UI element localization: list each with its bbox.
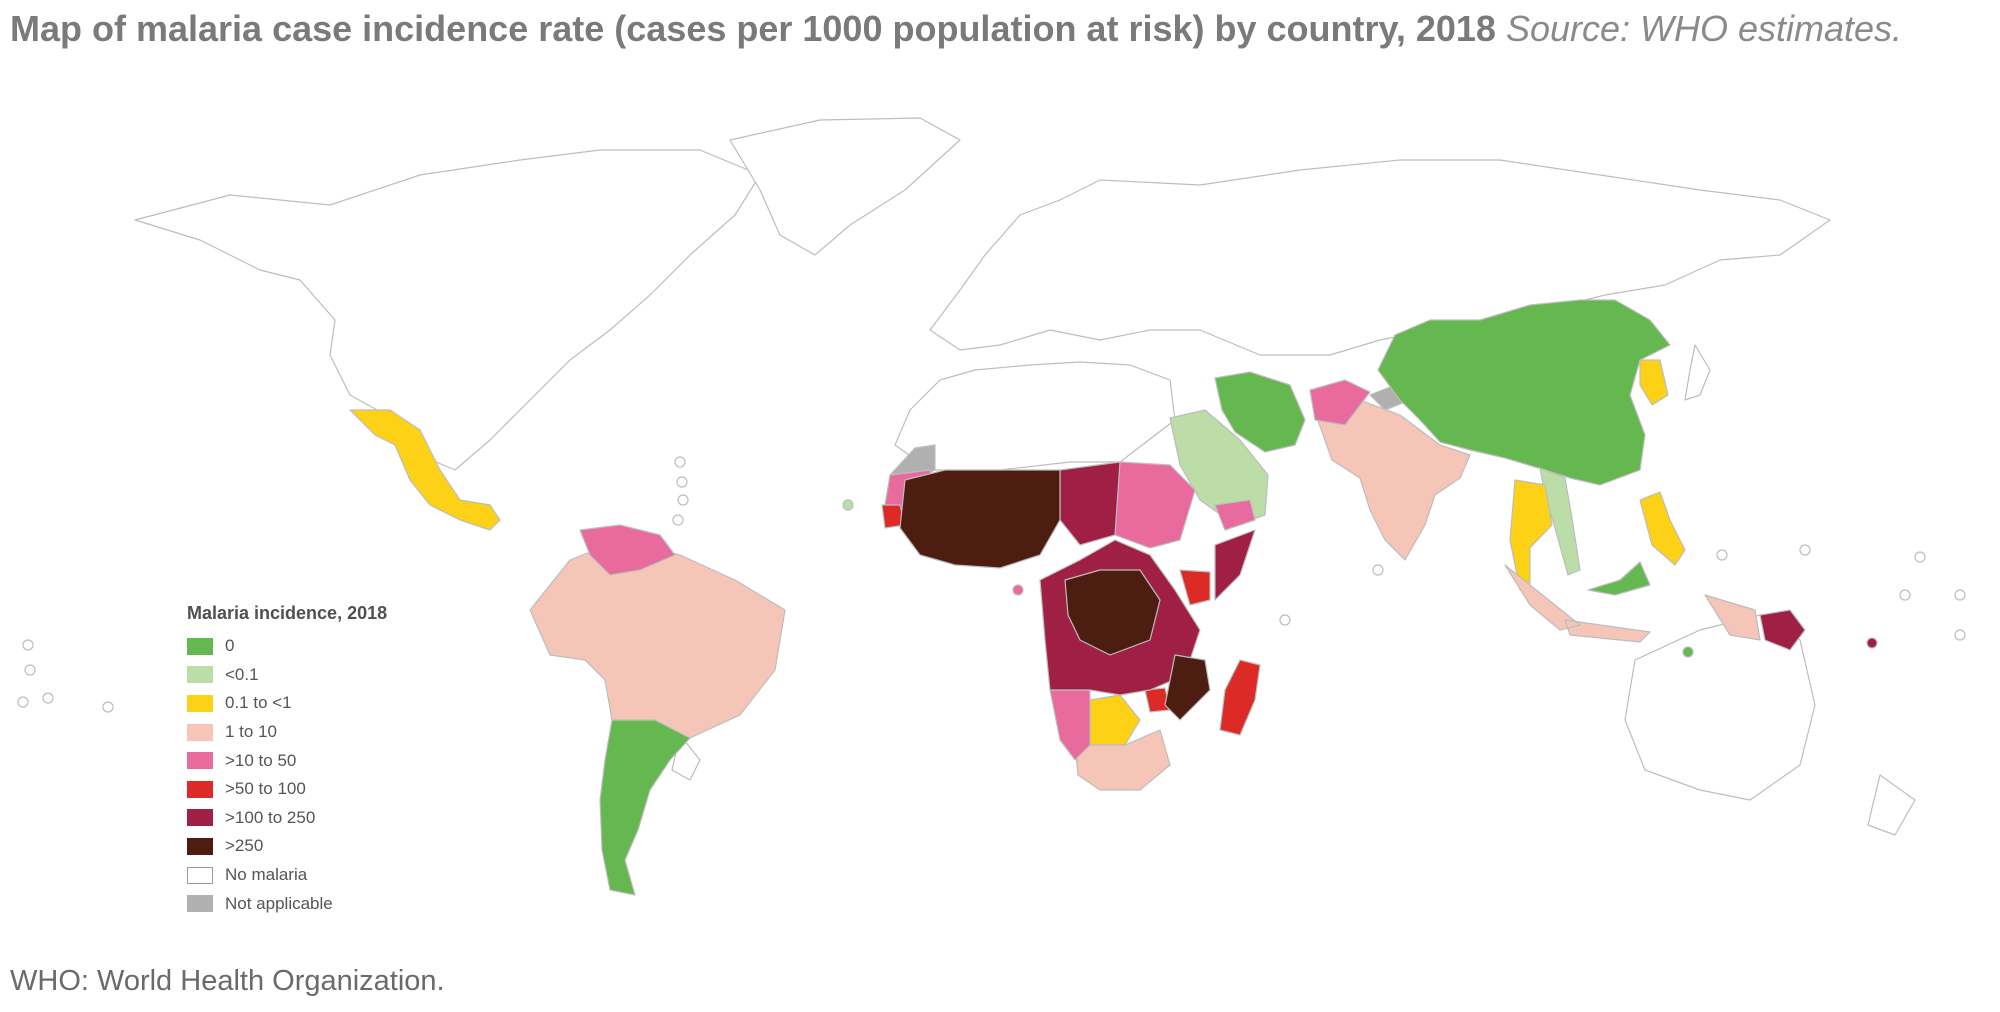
region-indonesia <box>1504 564 1651 643</box>
region-botswana <box>1089 694 1141 746</box>
region-india <box>1314 399 1471 561</box>
region-brazil-andes <box>529 539 786 739</box>
legend-label: Not applicable <box>225 893 333 913</box>
island-marker <box>1799 544 1811 556</box>
legend-swatch <box>187 694 213 712</box>
legend-label: >100 to 250 <box>225 807 316 827</box>
legend-item: >100 to 250 <box>187 804 387 833</box>
region-saudi-arabia <box>1169 409 1269 526</box>
region-sudan <box>1109 461 1196 549</box>
region-philippines <box>1639 491 1686 566</box>
legend-label: 1 to 10 <box>225 722 277 742</box>
island-marker <box>1372 564 1384 576</box>
region-new-zealand <box>1867 774 1916 836</box>
legend-swatch <box>187 866 213 884</box>
legend-title: Malaria incidence, 2018 <box>187 603 388 623</box>
region-yemen <box>1214 499 1256 531</box>
island-marker <box>677 494 689 506</box>
legend-swatch <box>187 895 213 913</box>
island-marker <box>22 639 34 651</box>
island-marker <box>1866 637 1878 649</box>
region-madagascar <box>1219 659 1261 736</box>
legend-item: Not applicable <box>187 889 387 918</box>
legend-item: >10 to 50 <box>187 746 387 775</box>
region-korea <box>1639 359 1669 406</box>
region-argentina <box>599 719 691 896</box>
legend-label: 0.1 to <1 <box>225 693 292 713</box>
legend-item: No malaria <box>187 861 387 890</box>
region-somalia-coast <box>1214 529 1256 601</box>
island-marker <box>676 476 688 488</box>
legend-swatch <box>187 780 213 798</box>
legend-swatch <box>187 837 213 855</box>
region-thailand <box>1509 479 1553 591</box>
legend-item: 0 <box>187 632 387 661</box>
region-namibia <box>1049 689 1091 761</box>
region-china <box>1377 299 1671 486</box>
island-marker <box>674 456 686 468</box>
region-sahel-east <box>1059 461 1121 546</box>
island-marker <box>672 514 684 526</box>
region-west-africa <box>899 469 1061 569</box>
region-greenland <box>729 117 961 256</box>
legend-item: <0.1 <box>187 661 387 690</box>
island-marker <box>102 701 114 713</box>
region-north-america <box>134 149 761 471</box>
region-drc <box>1064 569 1161 656</box>
island-marker <box>1716 549 1728 561</box>
legend-label: >250 <box>225 836 264 856</box>
island-marker <box>42 692 54 704</box>
map-legend: Malaria incidence, 2018 0 <0.1 0.1 to <1 1 … <box>187 603 387 918</box>
region-venezuela-guyana <box>579 524 676 576</box>
legend-label: 0 <box>225 636 235 656</box>
island-marker <box>1954 629 1966 641</box>
region-south-africa <box>1074 729 1171 791</box>
island-marker <box>842 499 854 511</box>
legend-label: >50 to 100 <box>225 779 306 799</box>
world-map <box>17 117 1966 896</box>
legend-swatch <box>187 666 213 684</box>
island-marker <box>1012 584 1024 596</box>
legend-item: 0.1 to <1 <box>187 689 387 718</box>
legend-label: <0.1 <box>225 664 259 684</box>
region-europe-north-asia <box>929 159 1831 356</box>
region-ethiopia <box>1179 569 1211 606</box>
region-png-west <box>1704 594 1761 641</box>
map-title: Map of malaria case incidence rate (case… <box>10 8 1496 49</box>
island-marker <box>1279 614 1291 626</box>
legend-items: 0 <0.1 0.1 to <1 1 to 10 >10 to 50 >50 to 100… <box>187 632 387 918</box>
region-malaysia <box>1587 561 1651 596</box>
island-marker <box>1682 646 1694 658</box>
island-marker <box>1954 589 1966 601</box>
island-marker <box>24 664 36 676</box>
legend-label: >10 to 50 <box>225 750 297 770</box>
legend-label: No malaria <box>225 865 308 885</box>
legend-swatch <box>187 637 213 655</box>
legend-item: 1 to 10 <box>187 718 387 747</box>
region-png-east <box>1759 609 1806 651</box>
footnote: WHO: World Health Organization. <box>10 965 445 997</box>
map-title-block: Map of malaria case incidence rate (case… <box>10 6 1990 52</box>
island-marker <box>1914 551 1926 563</box>
map-source: Source: WHO estimates. <box>1505 8 1903 49</box>
region-japan <box>1684 344 1711 401</box>
island-marker <box>1899 589 1911 601</box>
region-mozambique-tanzania <box>1164 654 1211 721</box>
region-iran <box>1214 371 1306 453</box>
legend-swatch <box>187 809 213 827</box>
legend-swatch <box>187 723 213 741</box>
island-marker <box>17 696 29 708</box>
legend-item: >250 <box>187 832 387 861</box>
region-north-africa <box>894 361 1176 471</box>
legend-item: >50 to 100 <box>187 775 387 804</box>
legend-swatch <box>187 752 213 770</box>
region-afghanistan <box>1309 379 1371 426</box>
region-mexico-central-america <box>349 409 501 531</box>
